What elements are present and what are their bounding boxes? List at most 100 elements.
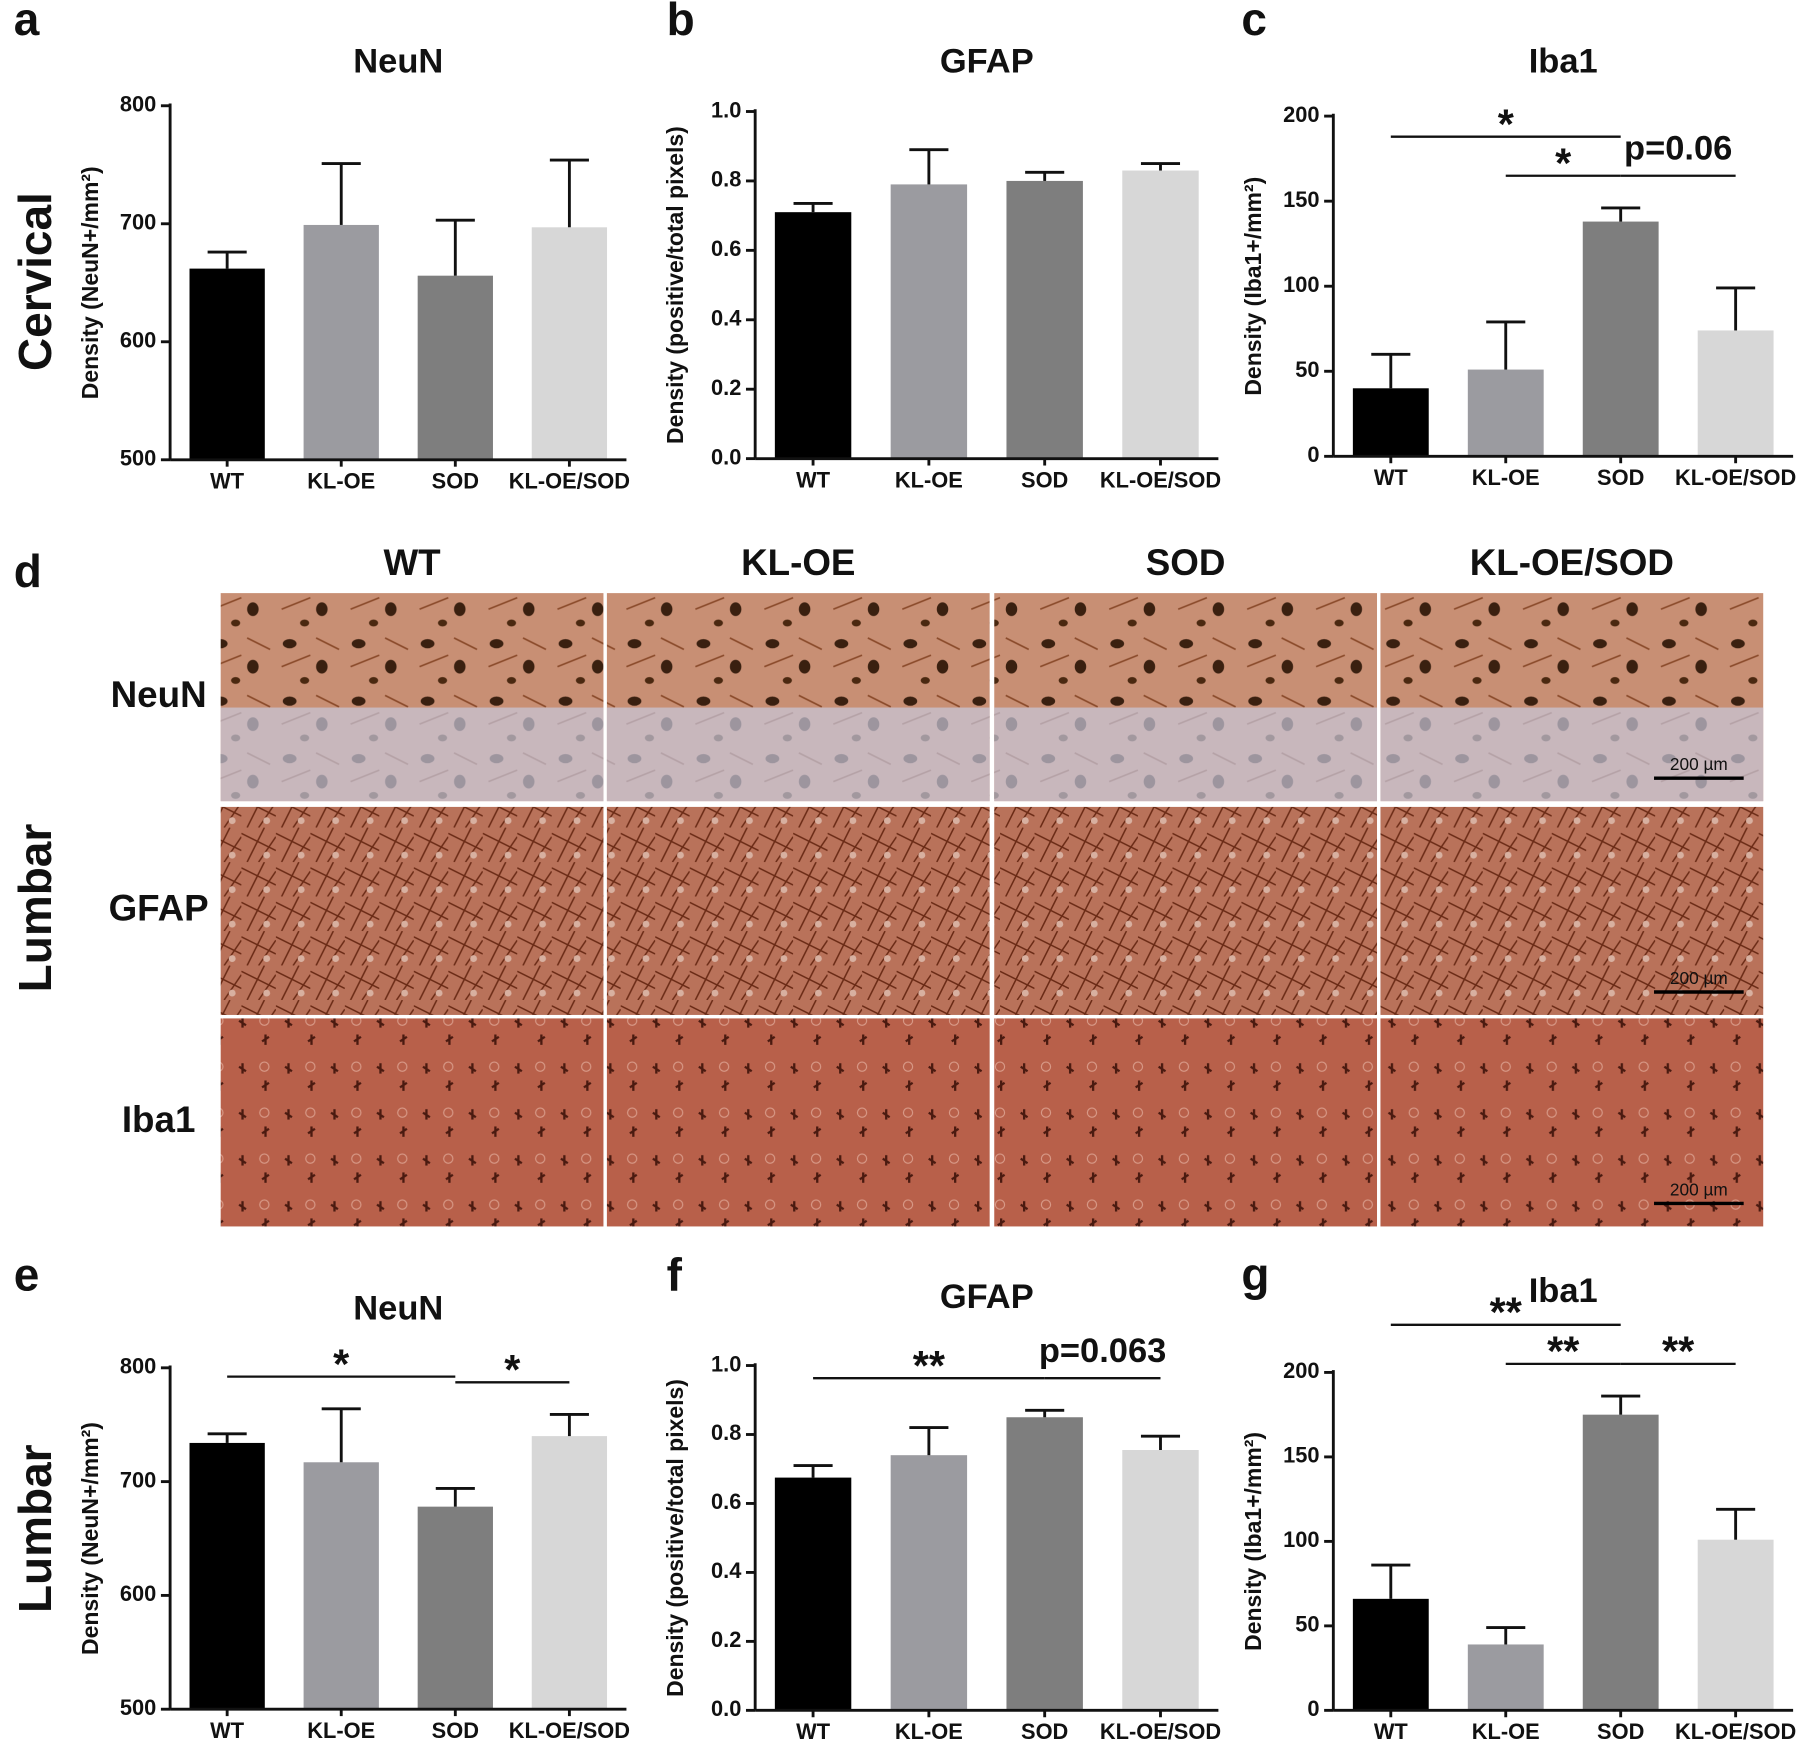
bar xyxy=(189,1442,265,1710)
y-tick-label: 1.0 xyxy=(711,1351,741,1376)
x-tick-label: KL-OE xyxy=(895,467,963,492)
y-tick-label: 150 xyxy=(1283,187,1319,212)
scale-bar-label: 200 µm xyxy=(1670,968,1728,988)
panel-letter: d xyxy=(14,545,42,597)
y-tick-label: 500 xyxy=(120,446,156,471)
bar xyxy=(1697,330,1774,457)
tissue-shade xyxy=(1380,707,1764,802)
y-axis-label: Density (Iba1+/mm²) xyxy=(1240,1432,1266,1651)
x-tick-label: KL-OE xyxy=(307,469,375,494)
y-axis-label: Density (NeuN+/mm²) xyxy=(77,1422,103,1655)
scale-bar-label: 200 µm xyxy=(1670,1179,1728,1199)
x-tick-label: WT xyxy=(1374,1719,1409,1744)
row-label: Lumbar xyxy=(9,1444,61,1613)
micrograph xyxy=(606,1018,990,1227)
bar xyxy=(1467,369,1544,457)
y-axis-label: Density (NeuN+/mm²) xyxy=(77,166,103,399)
y-tick-label: 800 xyxy=(120,92,156,117)
bar xyxy=(1582,1414,1659,1711)
panel-letter: g xyxy=(1241,1248,1269,1300)
micrograph xyxy=(994,806,1378,1015)
panel-letter: e xyxy=(14,1248,40,1300)
y-tick-label: 200 xyxy=(1283,102,1319,127)
bar xyxy=(1352,388,1429,457)
y-tick-label: 100 xyxy=(1283,1527,1319,1552)
y-tick-label: 0.2 xyxy=(711,1627,741,1652)
y-tick-label: 200 xyxy=(1283,1358,1319,1383)
row-label: Iba1 xyxy=(122,1099,196,1140)
bar xyxy=(890,184,968,459)
bar xyxy=(1582,221,1659,457)
y-tick-label: 500 xyxy=(120,1695,156,1720)
y-tick-label: 100 xyxy=(1283,272,1319,297)
tissue-shade xyxy=(220,707,604,802)
bar xyxy=(1122,170,1199,459)
column-label: WT xyxy=(383,542,441,583)
y-tick-label: 0.4 xyxy=(711,1558,742,1583)
column-label: KL-OE xyxy=(741,542,855,583)
significance-label: * xyxy=(1498,101,1515,147)
tissue-shade xyxy=(606,707,990,802)
y-tick-label: 50 xyxy=(1295,1612,1319,1637)
row-label: NeuN xyxy=(111,674,207,715)
x-tick-label: SOD xyxy=(432,1718,479,1743)
significance-label: p=0.06 xyxy=(1624,130,1732,168)
y-tick-label: 800 xyxy=(120,1354,156,1379)
bar xyxy=(774,1477,852,1711)
y-tick-label: 700 xyxy=(120,1467,156,1492)
y-tick-label: 600 xyxy=(120,1581,156,1606)
tissue-shade xyxy=(994,707,1378,802)
chart-title: Iba1 xyxy=(1529,42,1598,80)
x-tick-label: KL-OE xyxy=(1472,1719,1540,1744)
y-tick-label: 700 xyxy=(120,210,156,235)
x-tick-label: WT xyxy=(210,469,245,494)
y-tick-label: 0 xyxy=(1307,1696,1319,1721)
row-label: Lumbar xyxy=(9,824,61,993)
y-tick-label: 0.4 xyxy=(711,306,742,331)
y-tick-label: 1.0 xyxy=(711,97,741,122)
chart-title: GFAP xyxy=(940,42,1034,80)
bar xyxy=(417,1506,493,1710)
x-tick-label: WT xyxy=(210,1718,245,1743)
micrograph xyxy=(994,1018,1378,1227)
x-tick-label: KL-OE/SOD xyxy=(509,469,630,494)
panel-letter: b xyxy=(667,0,695,45)
x-tick-label: SOD xyxy=(1597,1719,1644,1744)
y-axis-label: Density (positive/total pixels) xyxy=(662,1379,688,1697)
chart-title: NeuN xyxy=(353,1289,443,1327)
y-tick-label: 150 xyxy=(1283,1443,1319,1468)
x-tick-label: KL-OE/SOD xyxy=(1675,1719,1796,1744)
x-tick-label: SOD xyxy=(1021,467,1068,492)
x-tick-label: KL-OE xyxy=(1472,465,1540,490)
micrograph xyxy=(606,806,990,1015)
bar xyxy=(303,224,379,460)
x-tick-label: WT xyxy=(1374,465,1409,490)
panel-letter: f xyxy=(667,1248,683,1300)
bar xyxy=(531,1436,608,1710)
chart-title: Iba1 xyxy=(1529,1272,1598,1310)
x-tick-label: SOD xyxy=(432,469,479,494)
column-label: KL-OE/SOD xyxy=(1470,542,1674,583)
chart-title: GFAP xyxy=(940,1278,1034,1316)
x-tick-label: KL-OE/SOD xyxy=(1675,465,1796,490)
x-tick-label: WT xyxy=(796,1719,831,1744)
panel-letter: c xyxy=(1241,0,1267,45)
bar xyxy=(303,1462,379,1710)
x-tick-label: KL-OE xyxy=(895,1719,963,1744)
panel-letter: a xyxy=(14,0,40,45)
bar xyxy=(1467,1644,1544,1711)
significance-label: * xyxy=(333,1341,350,1387)
y-tick-label: 0.6 xyxy=(711,236,741,261)
y-tick-label: 0.0 xyxy=(711,444,741,469)
significance-label: ** xyxy=(1547,1329,1580,1375)
x-tick-label: SOD xyxy=(1021,1719,1068,1744)
y-tick-label: 0.8 xyxy=(711,167,741,192)
bar xyxy=(1006,1417,1083,1711)
significance-label: ** xyxy=(1490,1290,1523,1336)
significance-label: * xyxy=(1555,141,1572,187)
x-tick-label: WT xyxy=(796,467,831,492)
bar xyxy=(890,1455,968,1711)
y-tick-label: 0.2 xyxy=(711,375,741,400)
y-tick-label: 0 xyxy=(1307,442,1319,467)
y-tick-label: 0.0 xyxy=(711,1696,741,1721)
